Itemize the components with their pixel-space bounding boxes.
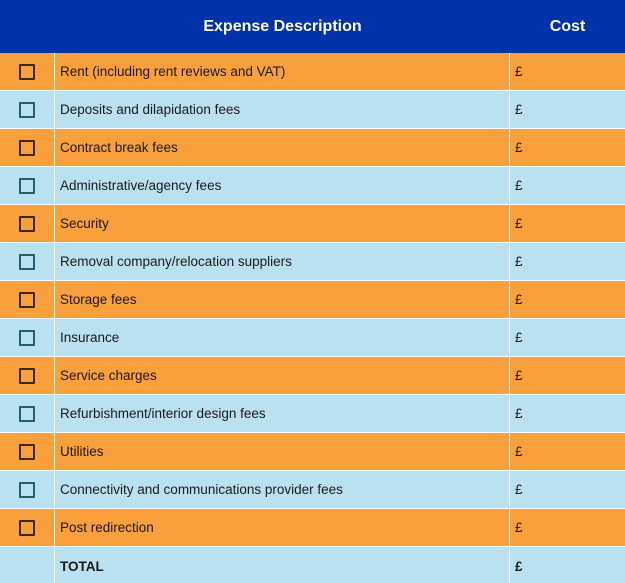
expense-cost[interactable]: £ [515,444,523,459]
expense-description: Security [55,205,510,242]
table-row: Removal company/relocation suppliers £ [0,243,625,281]
row-checkbox[interactable] [19,367,35,384]
row-checkbox[interactable] [19,519,35,536]
expense-description: Refurbishment/interior design fees [55,395,510,432]
header-expense-description: Expense Description [203,17,362,35]
header-cost: Cost [549,17,586,35]
row-checkbox[interactable] [19,177,35,194]
total-label: TOTAL [55,547,510,583]
table-row: Post redirection £ [0,509,625,547]
header-checkbox-column [0,0,55,53]
table-row: Rent (including rent reviews and VAT) £ [0,53,625,91]
table-row: Connectivity and communications provider… [0,471,625,509]
row-checkbox[interactable] [19,63,35,80]
expense-description: Service charges [55,357,510,394]
total-row: TOTAL £ [0,547,625,583]
expense-cost[interactable]: £ [515,64,523,79]
total-checkbox-cell [0,547,55,583]
table-row: Storage fees £ [0,281,625,319]
expense-description: Connectivity and communications provider… [55,471,510,508]
table-row: Service charges £ [0,357,625,395]
table-row: Security £ [0,205,625,243]
table-row: Contract break fees £ [0,129,625,167]
row-checkbox[interactable] [19,405,35,422]
expense-description: Deposits and dilapidation fees [55,91,510,128]
expense-cost[interactable]: £ [515,368,523,383]
row-checkbox[interactable] [19,443,35,460]
expense-cost[interactable]: £ [515,482,523,497]
row-checkbox[interactable] [19,215,35,232]
table-row: Deposits and dilapidation fees £ [0,91,625,129]
table-row: Administrative/agency fees £ [0,167,625,205]
row-checkbox[interactable] [19,101,35,118]
row-checkbox[interactable] [19,139,35,156]
total-cost[interactable]: £ [515,558,523,574]
expense-cost[interactable]: £ [515,406,523,421]
expense-cost[interactable]: £ [515,292,523,307]
row-checkbox[interactable] [19,253,35,270]
expense-cost[interactable]: £ [515,140,523,155]
expense-description: Post redirection [55,509,510,546]
row-checkbox[interactable] [19,329,35,346]
expense-cost[interactable]: £ [515,254,523,269]
expense-cost[interactable]: £ [515,102,523,117]
expense-description: Contract break fees [55,129,510,166]
expense-description: Storage fees [55,281,510,318]
table-row: Utilities £ [0,433,625,471]
expense-cost[interactable]: £ [515,520,523,535]
expense-description: Utilities [55,433,510,470]
table-header: Expense Description Cost [0,0,625,53]
expense-description: Insurance [55,319,510,356]
row-checkbox[interactable] [19,291,35,308]
expense-cost[interactable]: £ [515,178,523,193]
expense-description: Administrative/agency fees [55,167,510,204]
expense-description: Rent (including rent reviews and VAT) [55,53,510,90]
expense-description: Removal company/relocation suppliers [55,243,510,280]
row-checkbox[interactable] [19,481,35,498]
table-row: Insurance £ [0,319,625,357]
expense-cost[interactable]: £ [515,330,523,345]
expense-cost[interactable]: £ [515,216,523,231]
table-row: Refurbishment/interior design fees £ [0,395,625,433]
